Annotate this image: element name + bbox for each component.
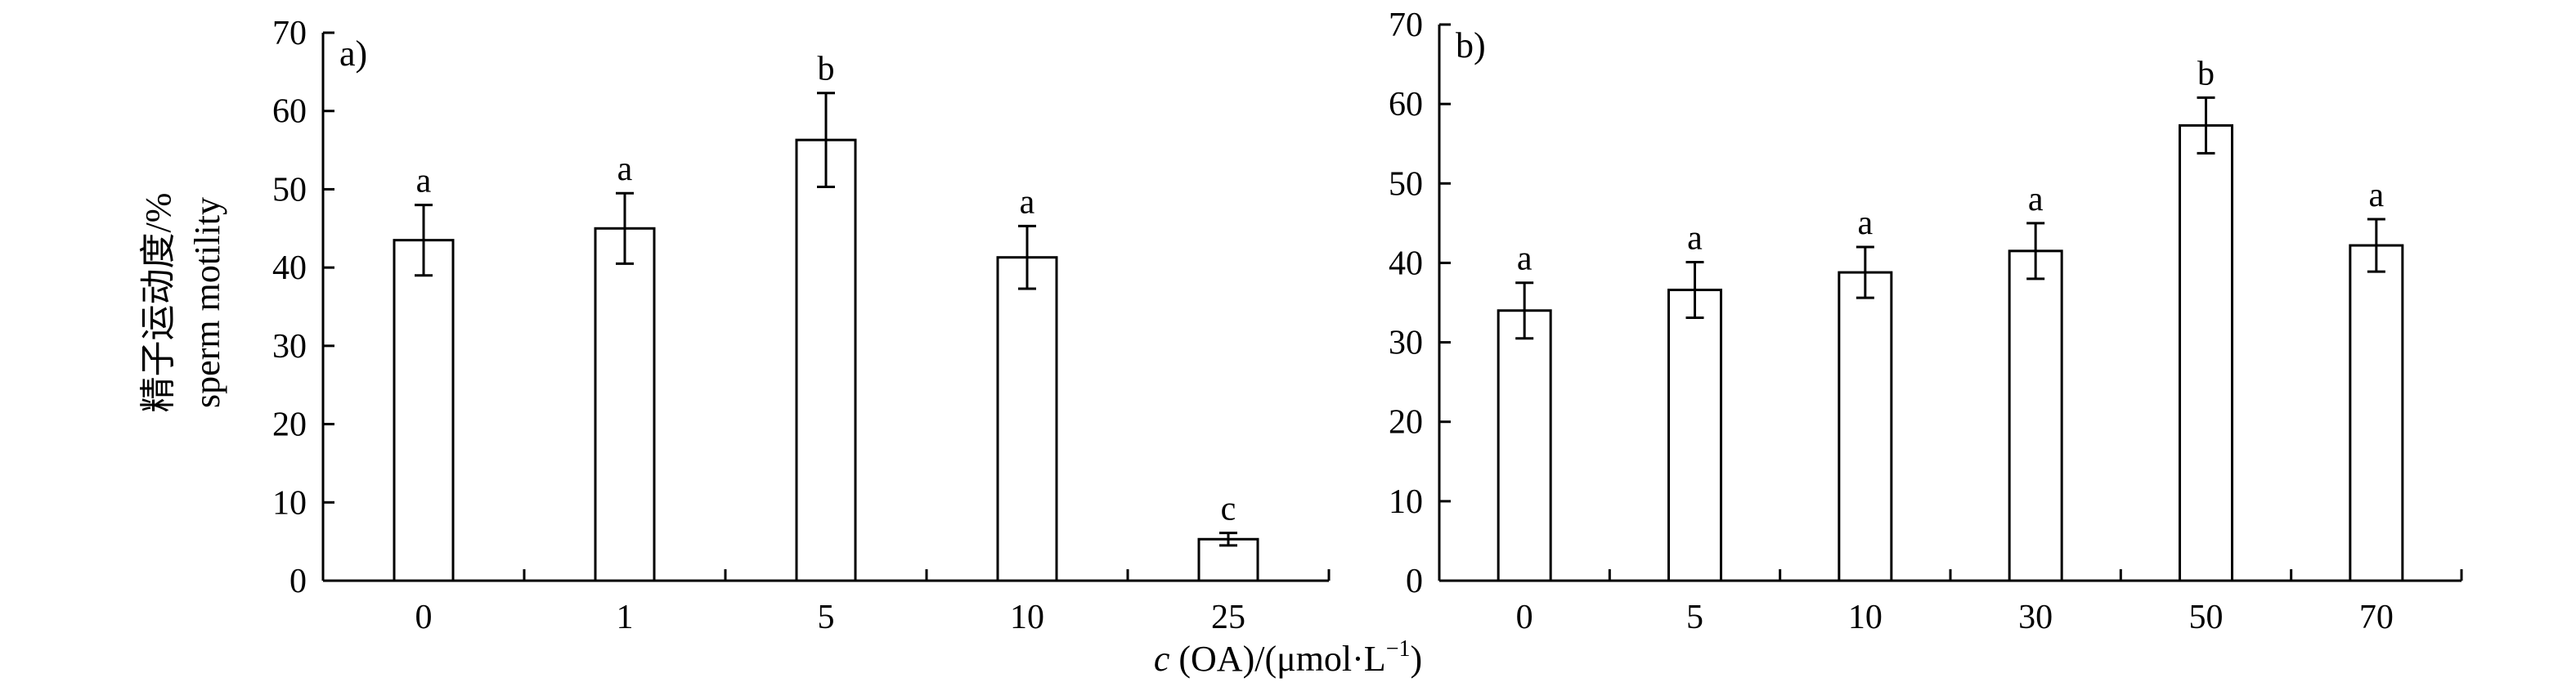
panel-a-x-tick-label: 10: [1010, 599, 1044, 636]
panel-b-y-tick-label: 40: [1389, 245, 1423, 282]
panel-b-bar: [2179, 123, 2233, 582]
panel-b-x-tick-label: 5: [1686, 599, 1703, 636]
panel-a-significance-label: b: [818, 51, 835, 88]
panel-b-x-tick-label: 30: [2018, 599, 2053, 636]
panel-b: 0 10 20 30 40 50 60 70 a 0 a 5 a 10 a 30 b 50 a 70 b): [1389, 7, 2463, 636]
panel-a-x-tick-label: 1: [617, 599, 634, 636]
panel-b-significance-label: a: [1858, 204, 1874, 242]
x-axis-label: c (OA)/(μmol·L−1): [1154, 636, 1422, 679]
panel-b-x-tick-label: 50: [2189, 599, 2224, 636]
x-axis-label-close: ): [1410, 639, 1422, 679]
panel-a-bar: [393, 239, 455, 582]
panel-b-x-tick-label: 0: [1516, 599, 1533, 636]
panel-b-significance-label: b: [2197, 55, 2215, 92]
panel-b-bar: [1497, 309, 1552, 582]
panel-b-significance-label: a: [2028, 181, 2044, 218]
panel-b-y-tick-label: 70: [1389, 7, 1423, 44]
panel-a-x-tick-label: 5: [818, 599, 835, 636]
panel-a-bar: [594, 227, 656, 582]
panel-a-bar: [795, 138, 857, 582]
panel-b-significance-label: a: [1517, 240, 1533, 278]
x-axis-label-symbol: c: [1154, 639, 1170, 679]
panel-a-label: a): [339, 34, 367, 74]
panel-b-label: b): [1456, 25, 1486, 65]
panel-a-significance-label: c: [1221, 491, 1236, 528]
panel-a-y-tick-label: 10: [272, 484, 307, 522]
panel-a-y-tick-label: 30: [272, 328, 307, 366]
panel-a-y-tick-label: 40: [272, 249, 307, 287]
panel-b-y-tick-label: 10: [1389, 483, 1423, 521]
y-axis-label-english: sperm motility: [187, 197, 227, 408]
panel-a-bar: [996, 256, 1058, 582]
panel-b-y-tick-label: 50: [1389, 165, 1423, 203]
panel-a: 0 10 20 30 40 50 60 70 a 0 a 1 b 5 a 10 c 25 a): [272, 15, 1331, 636]
x-axis-label-exponent: −1: [1386, 636, 1411, 662]
panel-a-y-tick-label: 20: [272, 406, 307, 444]
panel-a-y-tick-label: 0: [289, 563, 307, 600]
panel-b-bar: [1838, 271, 1893, 582]
panel-a-x-tick-label: 0: [415, 599, 433, 636]
panel-a-y-tick-label: 60: [272, 93, 307, 131]
panel-b-significance-label: a: [1687, 219, 1703, 257]
panel-b-y-tick-label: 30: [1389, 325, 1423, 362]
panel-b-bar: [1667, 288, 1722, 582]
panel-b-bar: [2008, 249, 2063, 582]
panel-b-x-tick-label: 70: [2359, 599, 2394, 636]
panel-a-y-tick-label: 70: [272, 15, 307, 52]
x-axis-label-body: (OA)/(μmol·L: [1169, 639, 1385, 679]
panel-a-y-tick-label: 50: [272, 171, 307, 209]
panel-b-x-tick-label: 10: [1848, 599, 1883, 636]
y-axis-label-chinese: 精子运动度/%: [138, 193, 178, 413]
panel-b-y-tick-label: 60: [1389, 86, 1423, 123]
panel-a-x-tick-label: 25: [1211, 599, 1245, 636]
panel-a-significance-label: a: [1020, 183, 1035, 221]
panel-a-significance-label: a: [416, 163, 432, 200]
panel-a-significance-label: a: [617, 150, 633, 188]
panel-b-y-tick-label: 20: [1389, 404, 1423, 442]
panel-b-y-tick-label: 0: [1406, 563, 1423, 600]
panel-b-bar: [2349, 244, 2404, 582]
panel-b-significance-label: a: [2369, 177, 2385, 214]
